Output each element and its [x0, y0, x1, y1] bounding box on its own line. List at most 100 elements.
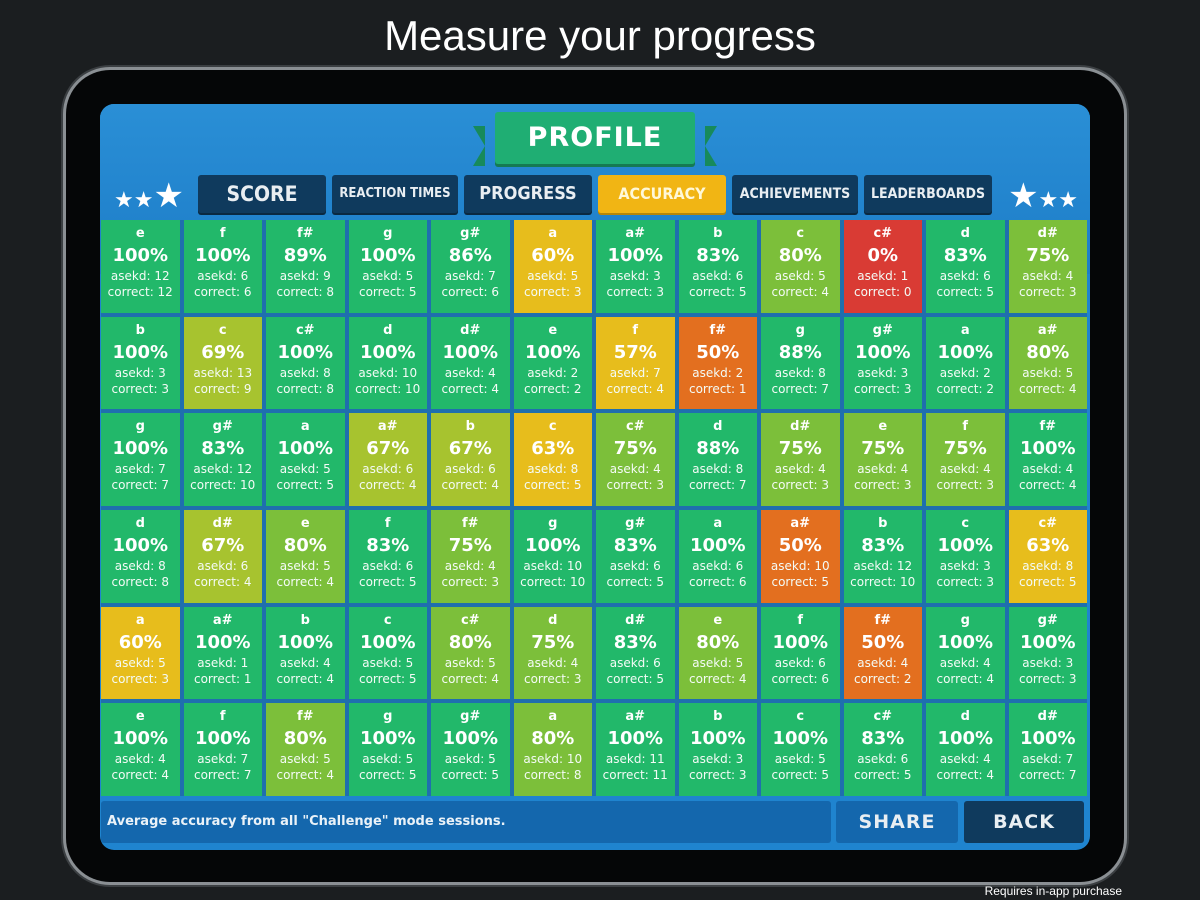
- note-label: f: [384, 515, 391, 531]
- note-label: c#: [1038, 515, 1058, 531]
- correct-count: correct: 3: [111, 671, 169, 686]
- accuracy-grid: e 100% asekd: 12 correct: 12 f 100% asekd: 6 co…: [101, 220, 1087, 796]
- asked-count: asekd: 5: [279, 558, 331, 573]
- note-cell: f# 89% asekd: 9 correct: 8: [266, 220, 345, 313]
- stars-right-icon: ★★★: [1008, 176, 1078, 216]
- note-label: d#: [1037, 226, 1058, 241]
- note-cell: a# 50% asekd: 10 correct: 5: [761, 509, 840, 603]
- asked-count: asekd: 4: [939, 462, 991, 477]
- note-label: b: [135, 322, 145, 338]
- asked-count: asekd: 6: [774, 655, 826, 670]
- note-label: d#: [460, 322, 481, 338]
- note-cell: a# 80% asekd: 5 correct: 4: [1008, 316, 1087, 410]
- correct-count: correct: 5: [1018, 574, 1077, 589]
- tab-score[interactable]: SCORE: [198, 175, 326, 213]
- note-cell: e 80% asekd: 5 correct: 4: [266, 509, 345, 603]
- note-cell: g# 86% asekd: 7 correct: 6: [431, 220, 510, 313]
- tab-achievements[interactable]: ACHIEVEMENTS: [732, 175, 858, 213]
- correct-count: correct: 6: [441, 285, 499, 299]
- note-label: f#: [709, 322, 727, 338]
- note-label: g#: [1037, 612, 1058, 628]
- note-label: e: [878, 419, 888, 435]
- accuracy-percent: 100%: [1019, 438, 1076, 460]
- note-label: f#: [296, 226, 314, 241]
- accuracy-percent: 60%: [531, 245, 575, 266]
- note-cell: c 100% asekd: 5 correct: 5: [348, 606, 427, 700]
- note-label: d#: [625, 612, 646, 628]
- asked-count: asekd: 7: [609, 365, 661, 380]
- asked-count: asekd: 3: [1022, 655, 1074, 670]
- note-cell: g 88% asekd: 8 correct: 7: [761, 316, 840, 410]
- tab-accuracy[interactable]: ACCURACY: [598, 175, 726, 213]
- note-cell: a# 67% asekd: 6 correct: 4: [348, 413, 427, 506]
- accuracy-percent: 83%: [613, 631, 657, 653]
- correct-count: correct: 4: [936, 768, 994, 783]
- accuracy-percent: 57%: [613, 341, 657, 363]
- correct-count: correct: 4: [441, 478, 499, 493]
- asked-count: asekd: 3: [857, 365, 909, 380]
- note-cell: b 67% asekd: 6 correct: 4: [431, 413, 510, 506]
- note-label: a: [548, 709, 558, 725]
- correct-count: correct: 3: [1018, 671, 1077, 686]
- note-cell: b 83% asekd: 12 correct: 10: [843, 509, 922, 603]
- correct-count: correct: 5: [523, 478, 582, 493]
- accuracy-percent: 100%: [1019, 631, 1076, 653]
- correct-count: correct: 3: [606, 478, 664, 493]
- note-label: f#: [874, 612, 892, 628]
- note-label: a#: [625, 709, 646, 725]
- asked-count: asekd: 5: [1022, 365, 1074, 380]
- note-cell: g 100% asekd: 10 correct: 10: [513, 509, 592, 603]
- asked-count: asekd: 3: [939, 558, 991, 573]
- asked-count: asekd: 5: [362, 752, 414, 767]
- purchase-disclaimer: Requires in-app purchase: [984, 884, 1122, 898]
- tab-progress[interactable]: PROGRESS: [464, 175, 592, 213]
- note-cell: b 100% asekd: 3 correct: 3: [678, 703, 757, 796]
- correct-count: correct: 7: [771, 381, 829, 396]
- note-cell: e 80% asekd: 5 correct: 4: [678, 606, 757, 700]
- tab-leaderboards[interactable]: LEADERBOARDS: [864, 175, 992, 213]
- accuracy-percent: 50%: [778, 534, 822, 556]
- note-cell: c 69% asekd: 13 correct: 9: [183, 316, 262, 410]
- note-label: f: [962, 419, 969, 435]
- share-button[interactable]: SHARE: [836, 801, 958, 843]
- note-cell: d# 75% asekd: 4 correct: 3: [1008, 220, 1087, 313]
- asked-count: asekd: 3: [692, 752, 744, 767]
- back-button[interactable]: BACK: [964, 801, 1084, 843]
- correct-count: correct: 2: [853, 671, 912, 686]
- accuracy-percent: 100%: [442, 341, 499, 363]
- note-cell: d# 67% asekd: 6 correct: 4: [183, 509, 262, 603]
- correct-count: correct: 7: [1018, 768, 1077, 783]
- tab-reaction-times[interactable]: REACTION TIMES: [332, 175, 458, 213]
- asked-count: asekd: 6: [609, 558, 661, 573]
- note-label: b: [713, 226, 723, 241]
- note-cell: e 100% asekd: 2 correct: 2: [513, 316, 592, 410]
- correct-count: correct: 1: [193, 671, 252, 686]
- asked-count: asekd: 8: [114, 558, 166, 573]
- asked-count: asekd: 5: [774, 752, 826, 767]
- accuracy-percent: 100%: [937, 728, 994, 750]
- accuracy-percent: 80%: [283, 728, 327, 750]
- accuracy-percent: 80%: [448, 631, 492, 653]
- note-cell: e 100% asekd: 12 correct: 12: [101, 220, 180, 313]
- asked-count: asekd: 7: [444, 269, 496, 283]
- accuracy-percent: 100%: [112, 245, 169, 266]
- accuracy-percent: 100%: [112, 341, 169, 363]
- correct-count: correct: 6: [771, 671, 829, 686]
- note-cell: f 83% asekd: 6 correct: 5: [348, 509, 427, 603]
- note-cell: d 75% asekd: 4 correct: 3: [513, 606, 592, 700]
- asked-count: asekd: 5: [362, 655, 414, 670]
- accuracy-percent: 80%: [283, 534, 327, 556]
- correct-count: correct: 3: [1018, 285, 1077, 299]
- correct-count: correct: 3: [688, 768, 747, 783]
- asked-count: asekd: 6: [939, 269, 991, 283]
- asked-count: asekd: 4: [444, 365, 496, 380]
- stars-left-icon: ★★★: [114, 176, 184, 216]
- asked-count: asekd: 7: [197, 752, 249, 767]
- correct-count: correct: 12: [107, 285, 173, 299]
- correct-count: correct: 0: [853, 285, 912, 299]
- accuracy-percent: 80%: [778, 245, 822, 266]
- note-label: b: [713, 709, 723, 725]
- correct-count: correct: 8: [111, 574, 169, 589]
- correct-count: correct: 7: [688, 478, 747, 493]
- asked-count: asekd: 2: [527, 365, 579, 380]
